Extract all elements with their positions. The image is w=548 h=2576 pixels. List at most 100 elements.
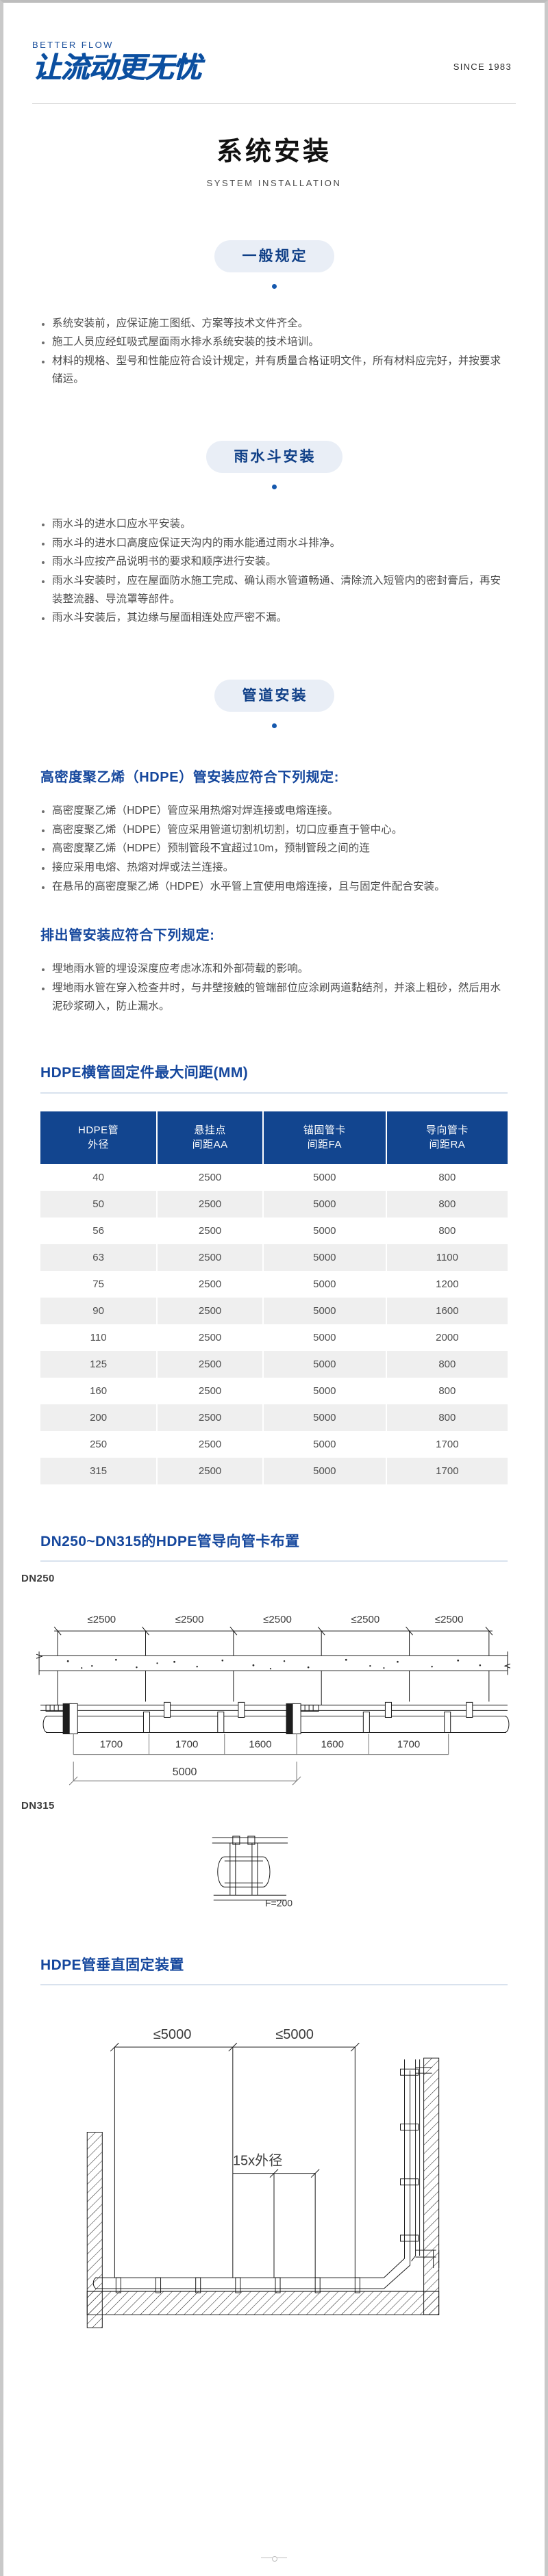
page-footer bbox=[3, 2551, 545, 2564]
list-item-text: 材料的规格、型号和性能应符合设计规定，并有质量合格证明文件，所有材料应完好，并按… bbox=[52, 355, 501, 385]
table-row: 50 2500 5000 800 bbox=[40, 1190, 508, 1218]
table-cell: 2500 bbox=[157, 1457, 264, 1484]
diagram-guide-title-block: DN250~DN315的HDPE管导向管卡布置 bbox=[3, 1532, 545, 1562]
bullet-dot-icon bbox=[42, 886, 45, 889]
table-cell: 5000 bbox=[262, 1163, 387, 1191]
section-heading-general: 一般规定 bbox=[3, 240, 545, 289]
title-underline bbox=[40, 1984, 508, 1986]
table-row: 110 2500 5000 2000 bbox=[40, 1324, 508, 1351]
table-cell: 1700 bbox=[386, 1430, 508, 1458]
list-item: 施工人员应经虹吸式屋面雨水排水系统安装的技术培训。 bbox=[40, 333, 508, 352]
table-cell: 75 bbox=[40, 1270, 158, 1298]
table-row: 315 2500 5000 1700 bbox=[40, 1457, 508, 1484]
list-item-text: 高密度聚乙烯（HDPE）管应采用管道切割机切割，切口应垂直于管中心。 bbox=[52, 823, 403, 836]
list-item: 雨水斗应按产品说明书的要求和顺序进行安装。 bbox=[40, 553, 508, 571]
list-item: 高密度聚乙烯（HDPE）管应采用热熔对焊连接或电熔连接。 bbox=[40, 802, 508, 821]
list-item: 埋地雨水管在穿入检查井时，与井壁接触的管端部位应涂刷两道黏结剂，并滚上粗砂，然后… bbox=[40, 979, 508, 1016]
list-item-text: 雨水斗应按产品说明书的要求和顺序进行安装。 bbox=[52, 556, 277, 568]
title-underline bbox=[40, 1092, 508, 1094]
table-row: 40 2500 5000 800 bbox=[40, 1163, 508, 1191]
table-cell: 5000 bbox=[262, 1457, 387, 1484]
table-cell: 200 bbox=[40, 1404, 158, 1431]
bullet-dot-icon bbox=[42, 988, 45, 990]
list-item: 雨水斗安装后，其边缘与屋面相连处应严密不漏。 bbox=[40, 609, 508, 628]
diagram-dn315: F=200 bbox=[3, 1814, 545, 1908]
bullet-list-discharge: 埋地雨水管的埋设深度应考虑冰冻和外部荷载的影响。 埋地雨水管在穿入检查井时，与井… bbox=[3, 945, 545, 1016]
section-heading-rain-gutter: 雨水斗安装 bbox=[3, 441, 545, 490]
table-row: 75 2500 5000 1200 bbox=[40, 1270, 508, 1298]
table-row: 90 2500 5000 1600 bbox=[40, 1297, 508, 1324]
table-cell: 2500 bbox=[157, 1350, 264, 1378]
footer-mark-icon bbox=[261, 2556, 287, 2562]
table-cell: 5000 bbox=[262, 1430, 387, 1458]
table-column-header: 悬挂点 间距AA bbox=[157, 1111, 264, 1164]
bullet-list-rain-gutter: 雨水斗的进水口应水平安装。 雨水斗的进水口高度应保证天沟内的雨水能通过雨水斗排净… bbox=[3, 489, 545, 628]
dim-label-left: ≤5000 bbox=[153, 2028, 192, 2043]
list-item-text: 埋地雨水管在穿入检查井时，与井壁接触的管端部位应涂刷两道黏结剂，并滚上粗砂，然后… bbox=[52, 982, 501, 1012]
table-cell: 1600 bbox=[386, 1297, 508, 1324]
diagram-label-dn315: DN315 bbox=[21, 1799, 55, 1812]
table-row: 160 2500 5000 800 bbox=[40, 1377, 508, 1404]
dn315-detail-drawing: F=200 bbox=[212, 1836, 292, 1908]
diagram-label-dn250: DN250 bbox=[21, 1573, 55, 1584]
list-item: 在悬吊的高密度聚乙烯（HDPE）水平管上宜使用电熔连接，且与固定件配合安装。 bbox=[40, 878, 508, 897]
list-item-text: 雨水斗安装后，其边缘与屋面相连处应严密不漏。 bbox=[52, 612, 288, 624]
list-item: 雨水斗的进水口应水平安装。 bbox=[40, 515, 508, 534]
bullet-dot-icon bbox=[42, 322, 45, 326]
table-cell: 2500 bbox=[157, 1404, 264, 1431]
header-line-1: 导向管卡 bbox=[425, 1124, 469, 1136]
table-cell: 63 bbox=[40, 1244, 158, 1271]
dim-label: 1700 bbox=[175, 1739, 198, 1751]
list-item-text: 系统安装前，应保证施工图纸、方案等技术文件齐全。 bbox=[52, 317, 309, 329]
table-cell: 800 bbox=[386, 1163, 508, 1191]
header-line-2: 间距AA bbox=[192, 1138, 228, 1150]
diagram-vertical-title: HDPE管垂直固定装置 bbox=[40, 1957, 184, 1974]
table-cell: 5000 bbox=[262, 1324, 387, 1351]
table-cell: 800 bbox=[386, 1190, 508, 1218]
table-cell: 2500 bbox=[157, 1244, 264, 1271]
table-cell: 2500 bbox=[157, 1297, 264, 1324]
table-cell: 2500 bbox=[157, 1217, 264, 1244]
bullet-dot-icon bbox=[42, 580, 45, 584]
pill-dot-icon bbox=[271, 485, 277, 490]
page-subtitle: SYSTEM INSTALLATION bbox=[206, 177, 342, 188]
list-item-text: 雨水斗安装时，应在屋面防水施工完成、确认雨水管道畅通、清除流入短管内的密封膏后，… bbox=[52, 575, 501, 605]
table-cell: 5000 bbox=[262, 1190, 387, 1218]
table-cell: 800 bbox=[386, 1350, 508, 1378]
table-cell: 800 bbox=[386, 1217, 508, 1244]
spec-table: HDPE管 外径 悬挂点 间距AA 锚固管卡 间距FA 导向管卡 间距RA bbox=[40, 1111, 508, 1484]
table-cell: 2500 bbox=[157, 1190, 264, 1218]
dim-label: ≤2500 bbox=[87, 1614, 116, 1625]
table-cell: 5000 bbox=[262, 1270, 387, 1298]
title-underline bbox=[40, 1560, 508, 1562]
bullet-dot-icon bbox=[42, 360, 45, 363]
bullet-dot-icon bbox=[42, 561, 45, 565]
bullet-list-hdpe: 高密度聚乙烯（HDPE）管应采用热熔对焊连接或电熔连接。 高密度聚乙烯（HDPE… bbox=[3, 787, 545, 896]
section-heading-pipe: 管道安装 bbox=[3, 680, 545, 729]
list-item-text: 埋地雨水管的埋设深度应考虑冰冻和外部荷载的影响。 bbox=[52, 963, 309, 975]
list-item-text: 雨水斗的进水口应水平安装。 bbox=[52, 518, 191, 530]
header-line-1: HDPE管 bbox=[78, 1124, 119, 1136]
table-cell: 56 bbox=[40, 1217, 158, 1244]
dim-label: ≤2500 bbox=[435, 1614, 464, 1625]
bullet-dot-icon bbox=[42, 342, 45, 345]
table-cell: 5000 bbox=[262, 1297, 387, 1324]
diagram-vertical-fixing: ≤5000 ≤5000 15x外径 bbox=[3, 1985, 545, 2331]
bullet-dot-icon bbox=[42, 524, 45, 527]
table-cell: 5000 bbox=[262, 1404, 387, 1431]
dim-label: 1600 bbox=[249, 1739, 271, 1751]
brand-logo: 让流动更无忧 bbox=[32, 51, 201, 84]
table-cell: 110 bbox=[40, 1324, 158, 1351]
dim-label: 1700 bbox=[100, 1739, 123, 1751]
table-cell: 2500 bbox=[157, 1430, 264, 1458]
section-pill-label: 雨水斗安装 bbox=[206, 441, 342, 474]
table-column-header: 锚固管卡 间距FA bbox=[262, 1111, 387, 1164]
table-cell: 90 bbox=[40, 1297, 158, 1324]
list-item: 系统安装前，应保证施工图纸、方案等技术文件齐全。 bbox=[40, 315, 508, 333]
bullet-dot-icon bbox=[42, 829, 45, 832]
vertical-fixing-drawing: ≤5000 ≤5000 15x外径 bbox=[86, 2028, 440, 2329]
dim-label: ≤2500 bbox=[175, 1614, 204, 1625]
table-cell: 800 bbox=[386, 1377, 508, 1404]
footer-spacer bbox=[3, 2332, 545, 2367]
table-cell: 2500 bbox=[157, 1163, 264, 1191]
